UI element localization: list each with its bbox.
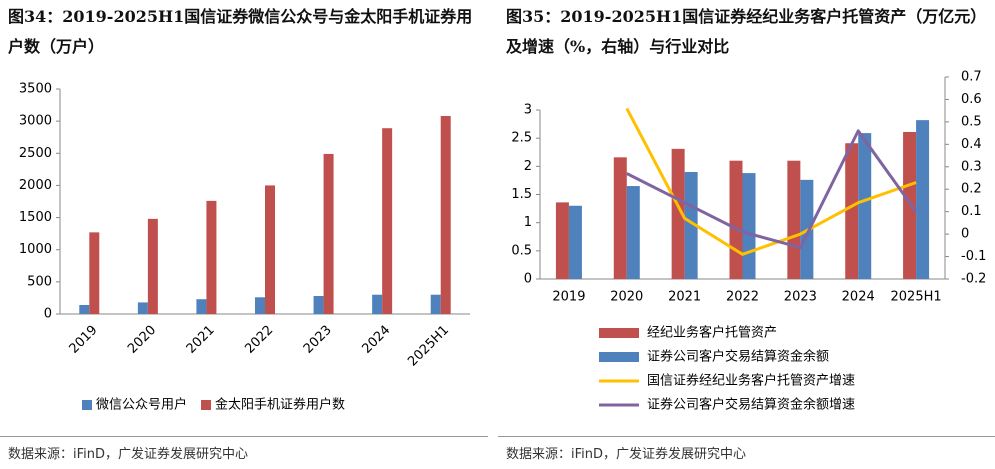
y-tick-label: 2.5 xyxy=(511,131,532,146)
y-tick-label: 2000 xyxy=(19,178,52,193)
y-tick-label: 500 xyxy=(27,274,52,289)
y-tick-label: 0 xyxy=(524,272,532,287)
bar xyxy=(684,171,698,279)
bar xyxy=(729,160,743,279)
y-tick-label: 1.5 xyxy=(511,187,532,202)
bar xyxy=(430,294,441,314)
legend-label: 金太阳手机证券用户数 xyxy=(215,397,345,413)
y2-tick-label: -0.1 xyxy=(961,249,986,264)
line xyxy=(625,107,917,256)
source: 数据来源：iFinD，广发证券发展研究中心 xyxy=(8,447,249,462)
bar xyxy=(858,133,872,279)
legend-label: 微信公众号用户 xyxy=(96,397,187,413)
separator xyxy=(498,436,995,437)
y-tick-label: 1500 xyxy=(19,210,52,225)
bar xyxy=(137,302,148,314)
legend-label: 证券公司客户交易结算资金余额增速 xyxy=(647,397,855,413)
source: 数据来源：iFinD，广发证券发展研究中心 xyxy=(506,447,747,462)
x-tick-label: 2024 xyxy=(359,323,393,357)
bar xyxy=(440,116,451,314)
bar xyxy=(147,218,158,314)
x-tick-label: 2021 xyxy=(668,290,701,305)
y2-tick-label: 0.7 xyxy=(961,70,982,85)
x-tick-label: 2025H1 xyxy=(405,323,452,370)
x-tick-label: 2023 xyxy=(301,323,335,357)
x-tick-label: 2024 xyxy=(842,290,875,305)
x-tick-label: 2020 xyxy=(610,290,643,305)
y2-tick-label: 0 xyxy=(961,227,969,242)
y-tick-label: 3 xyxy=(524,103,532,118)
legend-symbol xyxy=(82,400,92,410)
bar xyxy=(845,143,859,279)
y2-tick-label: 0.1 xyxy=(961,204,982,219)
bar xyxy=(555,202,569,279)
y-tick-label: 2 xyxy=(524,159,532,174)
y2-tick-label: -0.2 xyxy=(961,272,986,287)
x-tick-label: 2025H1 xyxy=(891,290,942,305)
bar xyxy=(372,294,383,314)
bar xyxy=(613,157,627,279)
bar xyxy=(313,296,324,314)
bar xyxy=(382,128,393,314)
bar xyxy=(671,148,685,279)
y2-tick-label: 0.3 xyxy=(961,159,982,174)
x-tick-label: 2019 xyxy=(552,290,585,305)
y-tick-label: 3500 xyxy=(19,82,52,97)
x-tick-label: 2022 xyxy=(726,290,759,305)
legend-symbol xyxy=(201,400,212,410)
y2-tick-label: 0.2 xyxy=(961,182,982,197)
line xyxy=(626,129,918,250)
bar xyxy=(787,160,801,279)
legend-label: 证券公司客户交易结算资金余额 xyxy=(647,349,829,365)
y-tick-label: 1 xyxy=(524,215,532,230)
bar xyxy=(79,305,90,314)
bar xyxy=(742,173,756,279)
x-tick-label: 2020 xyxy=(125,323,159,357)
x-tick-label: 2021 xyxy=(184,323,218,357)
x-tick-label: 2022 xyxy=(242,323,276,357)
legend-label: 经纪业务客户托管资产 xyxy=(647,325,777,341)
y-tick-label: 1000 xyxy=(19,242,52,257)
legend-label: 国信证券经纪业务客户托管资产增速 xyxy=(647,373,855,389)
y2-tick-label: 0.5 xyxy=(961,114,982,129)
bar xyxy=(206,200,217,314)
chart-title: 图34：2019-2025H1国信证券微信公众号与金太阳手机证券用户数（万户） xyxy=(8,7,473,56)
y-tick-label: 2500 xyxy=(19,146,52,161)
x-tick-label: 2019 xyxy=(67,323,101,357)
separator xyxy=(0,436,488,437)
chart-title: 图35：2019-2025H1国信证券经纪业务客户托管资产（万亿元）及增速（%，… xyxy=(506,7,987,56)
legend-symbol xyxy=(599,328,639,338)
bar xyxy=(568,205,582,279)
y2-tick-label: 0.4 xyxy=(961,137,982,152)
bar xyxy=(265,185,275,314)
bar xyxy=(196,299,207,314)
x-tick-label: 2023 xyxy=(784,290,817,305)
y-tick-label: 0 xyxy=(44,307,52,322)
legend-symbol xyxy=(599,352,639,362)
bar xyxy=(89,232,100,314)
bar xyxy=(903,131,917,279)
bar xyxy=(626,186,640,279)
bar xyxy=(255,297,265,314)
bar xyxy=(323,153,334,314)
y-tick-label: 3000 xyxy=(19,114,52,129)
bar xyxy=(916,120,930,279)
y-tick-label: 0.5 xyxy=(511,243,532,258)
y2-tick-label: 0.6 xyxy=(961,92,982,107)
